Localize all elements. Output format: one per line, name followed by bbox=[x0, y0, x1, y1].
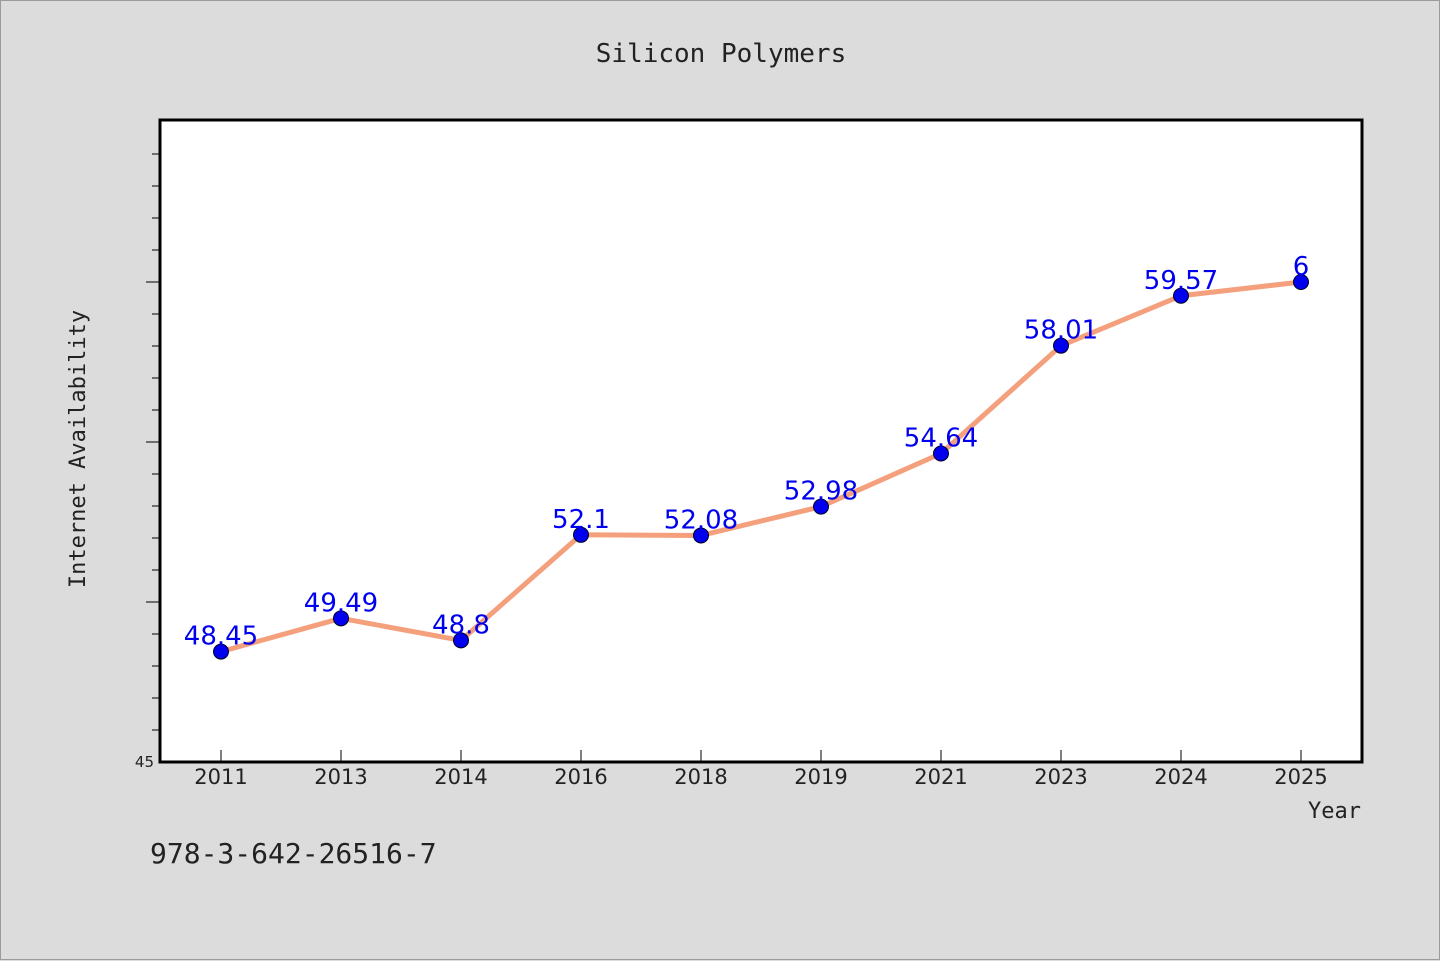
data-point bbox=[813, 498, 829, 515]
data-point bbox=[1173, 287, 1189, 304]
y-axis-label: Internet Availability bbox=[66, 310, 91, 588]
data-label: 48.8 bbox=[432, 610, 490, 640]
x-axis-ticks: 2011 2013 2014 2016 2018 2019 2021 2023 2024 2025 bbox=[194, 750, 1328, 789]
x-tick-label: 2024 bbox=[1154, 765, 1207, 789]
x-tick-label: 2021 bbox=[914, 765, 967, 789]
data-point bbox=[1053, 337, 1069, 354]
data-label: 48.45 bbox=[184, 622, 258, 652]
x-tick-label: 2016 bbox=[554, 765, 607, 789]
x-tick-label: 2025 bbox=[1274, 765, 1327, 789]
x-tick-label: 2019 bbox=[794, 765, 847, 789]
data-label: 54.64 bbox=[904, 424, 978, 454]
data-point bbox=[213, 643, 229, 660]
data-point bbox=[933, 445, 949, 462]
data-label: 49.49 bbox=[304, 588, 378, 618]
data-point bbox=[1293, 274, 1309, 290]
x-tick-label: 2018 bbox=[674, 765, 727, 789]
x-tick-label: 2011 bbox=[194, 765, 247, 789]
data-label: 58.01 bbox=[1024, 316, 1098, 346]
x-tick-label: 2013 bbox=[314, 765, 367, 789]
data-point bbox=[453, 632, 469, 649]
chart-title: Silicon Polymers bbox=[596, 39, 846, 69]
data-point bbox=[573, 526, 589, 543]
x-tick-label: 2023 bbox=[1034, 765, 1087, 789]
footnote-isbn: 978-3-642-26516-7 bbox=[150, 837, 437, 870]
data-label: 52.08 bbox=[664, 505, 738, 535]
data-label: 52.98 bbox=[784, 477, 858, 507]
data-label: 6 bbox=[1293, 252, 1310, 282]
data-point bbox=[693, 527, 709, 544]
x-axis-label: Year bbox=[1308, 799, 1361, 824]
data-point bbox=[333, 610, 349, 627]
x-tick-label: 2014 bbox=[434, 765, 487, 789]
data-label: 59.57 bbox=[1144, 266, 1218, 296]
series-markers bbox=[213, 274, 1309, 660]
plot-area bbox=[158, 118, 1364, 764]
series-line bbox=[218, 279, 1304, 655]
data-labels: 48.45 49.49 48.8 52.1 52.08 52.98 54.64 58.01 59… bbox=[184, 252, 1309, 652]
y-tick-label-min: 45 bbox=[135, 753, 154, 771]
y-axis-ticks bbox=[146, 153, 160, 731]
data-label: 52.1 bbox=[552, 505, 610, 535]
